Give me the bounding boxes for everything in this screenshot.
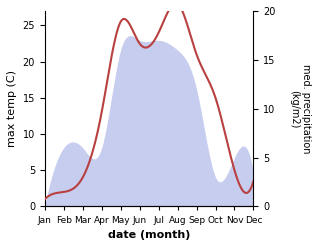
Y-axis label: med. precipitation
(kg/m2): med. precipitation (kg/m2) xyxy=(289,64,311,153)
X-axis label: date (month): date (month) xyxy=(108,230,190,240)
Y-axis label: max temp (C): max temp (C) xyxy=(7,70,17,147)
